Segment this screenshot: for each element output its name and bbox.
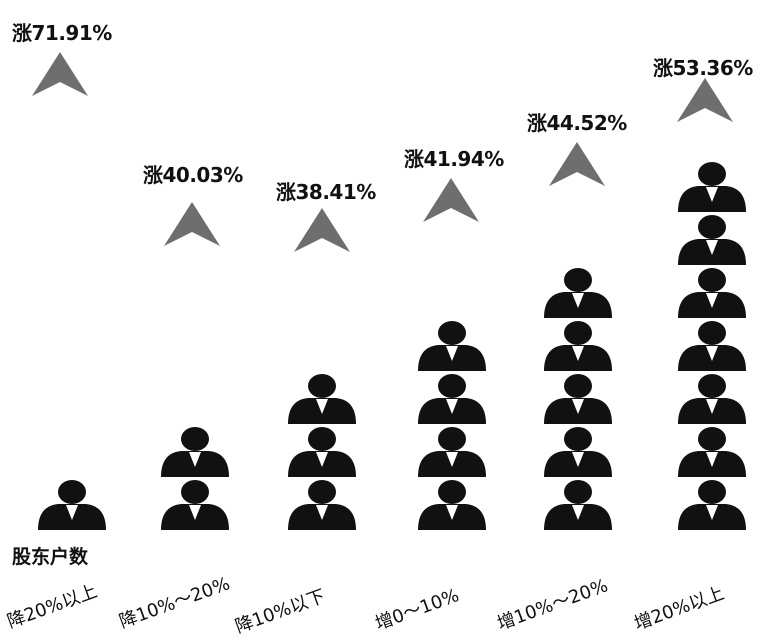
value-label: 涨71.91% bbox=[12, 21, 112, 45]
person-icon bbox=[288, 374, 356, 424]
person-icon bbox=[678, 480, 746, 530]
person-icon bbox=[678, 427, 746, 477]
person-icon bbox=[418, 480, 486, 530]
legend-label: 股东户数 bbox=[12, 545, 89, 568]
category-label: 降10%以下 bbox=[233, 586, 329, 638]
up-arrow-icon bbox=[294, 208, 350, 252]
chart-marks: 涨71.91% 降20%以上 涨40.03% 降10%～20% 涨38.41% 降10%以… bbox=[5, 21, 754, 638]
value-label: 涨40.03% bbox=[143, 163, 243, 187]
person-icon bbox=[544, 480, 612, 530]
person-icon bbox=[288, 427, 356, 477]
category-label: 降20%以上 bbox=[5, 581, 101, 633]
person-icon bbox=[418, 374, 486, 424]
category-label: 降10%～20% bbox=[117, 573, 233, 632]
person-icon bbox=[418, 321, 486, 371]
up-arrow-icon bbox=[677, 78, 733, 122]
person-icon bbox=[161, 480, 229, 530]
category-label: 增0～10% bbox=[373, 585, 462, 635]
value-label: 涨38.41% bbox=[276, 180, 376, 204]
person-icon bbox=[678, 374, 746, 424]
person-icon bbox=[678, 268, 746, 318]
person-icon bbox=[38, 480, 106, 530]
category-label: 增20%以上 bbox=[632, 583, 728, 635]
person-icon bbox=[678, 162, 746, 212]
up-arrow-icon bbox=[164, 202, 220, 246]
up-arrow-icon bbox=[423, 178, 479, 222]
person-icon bbox=[544, 374, 612, 424]
person-icon bbox=[418, 427, 486, 477]
person-icon bbox=[544, 268, 612, 318]
person-icon bbox=[288, 480, 356, 530]
value-label: 涨41.94% bbox=[404, 147, 504, 171]
person-icon bbox=[544, 321, 612, 371]
person-icon bbox=[678, 321, 746, 371]
value-label: 涨44.52% bbox=[527, 111, 627, 135]
person-icon bbox=[544, 427, 612, 477]
category-label: 增10%～20% bbox=[495, 575, 611, 634]
up-arrow-icon bbox=[32, 52, 88, 96]
person-icon bbox=[678, 215, 746, 265]
value-label: 涨53.36% bbox=[653, 56, 753, 80]
person-icon bbox=[161, 427, 229, 477]
up-arrow-icon bbox=[549, 142, 605, 186]
